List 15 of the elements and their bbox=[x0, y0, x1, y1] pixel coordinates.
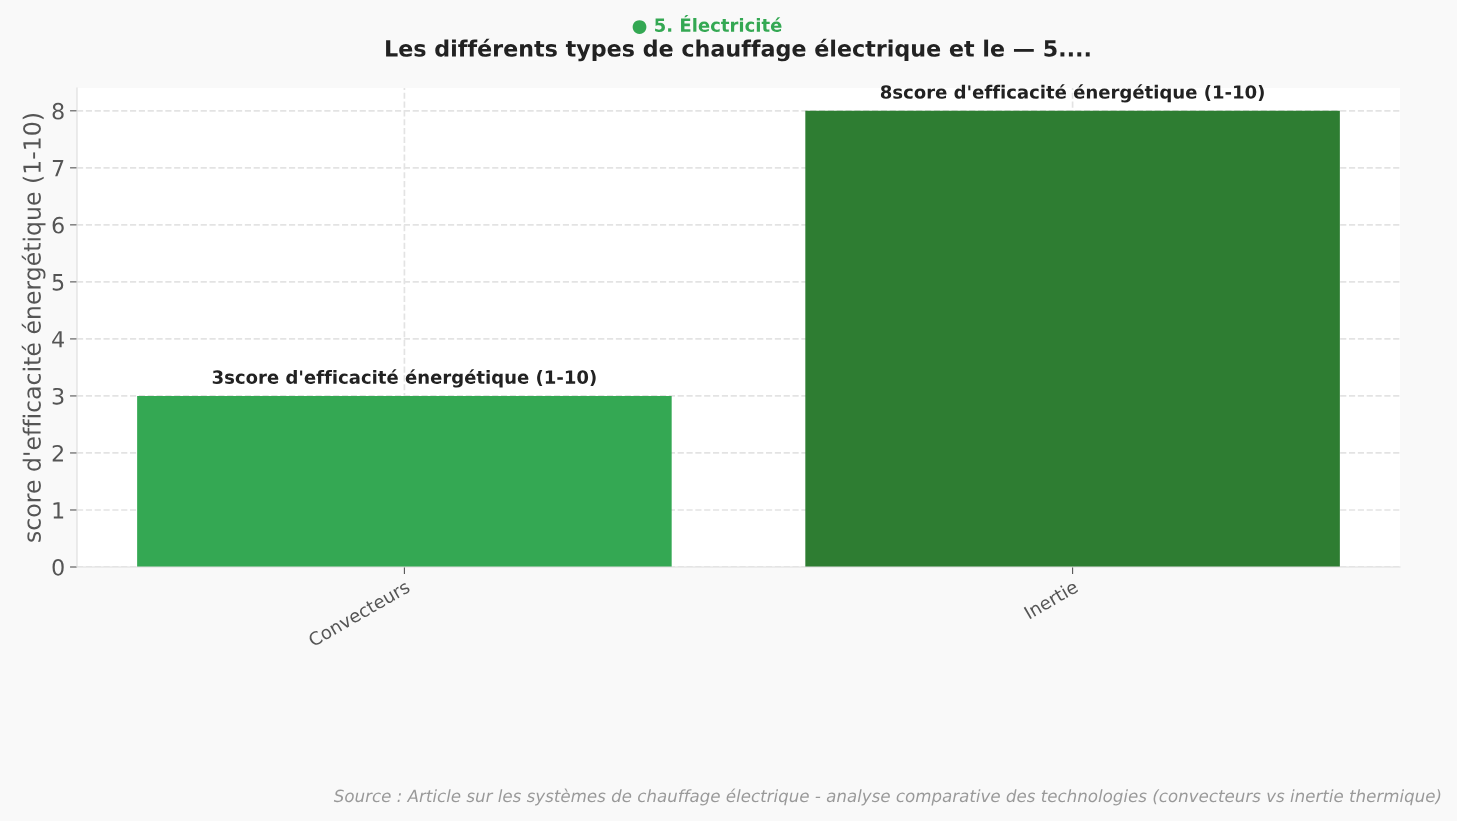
source-note: Source : Article sur les systèmes de chauffage électrique - analyse comparative des technologies (convecteurs vs inertie thermique) bbox=[333, 788, 1441, 806]
y-tick-label: 3 bbox=[52, 387, 64, 405]
chart-title: Les différents types de chauffage électrique et le — 5.... bbox=[386, 38, 1090, 62]
y-tick-label: 0 bbox=[52, 558, 64, 576]
y-axis-title: score d'efficacité énergétique (1-10) bbox=[21, 114, 46, 542]
y-tick-label: 6 bbox=[52, 216, 64, 234]
y-tick-label: 5 bbox=[52, 274, 64, 291]
data-label: 3score d'efficacité énergétique (1-10) bbox=[212, 369, 596, 388]
chart-subtitle: ● 5. Électricité bbox=[632, 15, 782, 34]
y-tick-label: 8 bbox=[52, 102, 64, 120]
y-tick-label: 4 bbox=[52, 331, 64, 348]
data-label: 8score d'efficacité énergétique (1-10) bbox=[880, 84, 1264, 103]
y-tick-label: 1 bbox=[53, 502, 64, 519]
y-tick-label: 7 bbox=[52, 160, 64, 177]
y-tick-label: 2 bbox=[52, 444, 63, 462]
